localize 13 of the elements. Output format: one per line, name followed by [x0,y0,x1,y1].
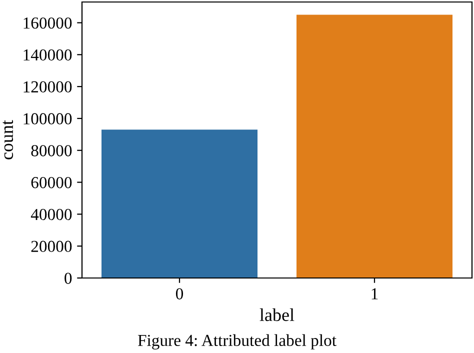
y-tick-label: 100000 [24,113,72,124]
x-tick-label: 1 [372,288,378,300]
y-tick-label: 20000 [31,240,72,252]
y-tick-label: 140000 [24,49,72,61]
y-tick-label: 120000 [24,81,72,92]
y-tick-label: 80000 [31,145,72,156]
caption: Figure 4: Attributed label plot [138,334,336,350]
y-tick-label: 0 [64,272,72,284]
y-axis-title: count [2,120,14,160]
x-axis-title: label [260,308,294,322]
y-tick-label: 40000 [30,208,72,220]
y-tick-label: 60000 [31,176,72,188]
y-tick-label: 160000 [24,17,72,29]
